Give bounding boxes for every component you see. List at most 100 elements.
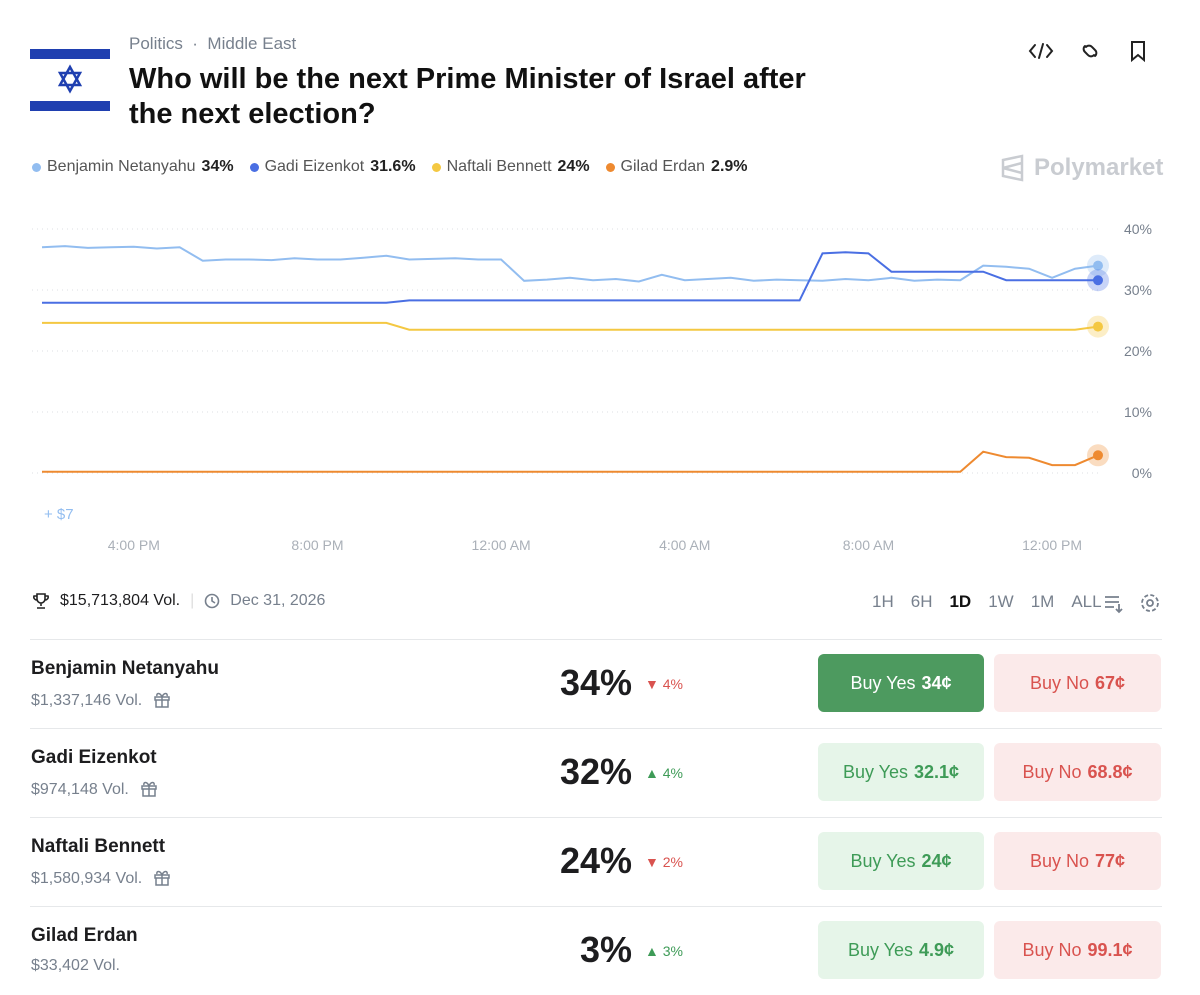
y-tick-label: 40%	[1124, 221, 1152, 237]
annotation: + $7	[44, 506, 74, 523]
legend-value: 24%	[557, 158, 590, 175]
yes-price: 24¢	[921, 850, 952, 871]
gift-icon[interactable]	[139, 779, 159, 797]
timeframe-button[interactable]: 1W	[988, 592, 1014, 611]
buy-no-label: Buy No	[1029, 672, 1089, 693]
change-arrow: ▲	[645, 765, 663, 781]
no-price: 68.8¢	[1087, 761, 1133, 782]
flag	[30, 47, 110, 113]
bookmark-icon[interactable]	[1131, 41, 1145, 63]
change-value: 4%	[662, 676, 683, 692]
no-price: 77¢	[1094, 850, 1126, 871]
change-arrow: ▲	[645, 943, 663, 959]
legend-label: Gadi Eizenkot	[264, 158, 365, 175]
chart-controls	[1105, 594, 1159, 614]
outcome-row[interactable]: Gilad Erdan $33,402 Vol. 3% ▲ 3% Buy Yes 4.9¢…	[30, 906, 1162, 995]
y-tick-label: 10%	[1124, 404, 1152, 420]
change-arrow: ▼	[645, 854, 663, 870]
buy-no-button[interactable]: Buy No 67¢	[994, 654, 1161, 712]
legend-dot	[605, 162, 615, 172]
timeframe-button[interactable]: 1D	[949, 592, 972, 611]
settings-icon[interactable]	[1146, 599, 1154, 607]
y-tick-label: 20%	[1124, 343, 1152, 359]
subcategory[interactable]: Middle East	[207, 34, 297, 53]
buy-no-button[interactable]: Buy No 68.8¢	[994, 743, 1161, 801]
legend-dot	[32, 162, 41, 172]
yes-price: 32.1¢	[914, 761, 960, 782]
series-line	[42, 321, 1099, 331]
embed-icon[interactable]	[1028, 43, 1054, 59]
outcome-volume: $1,580,934 Vol.	[31, 868, 172, 888]
buy-yes-button[interactable]: Buy Yes 32.1¢	[818, 743, 984, 801]
buy-no-button[interactable]: Buy No 77¢	[994, 832, 1161, 890]
buy-yes-button[interactable]: Buy Yes 24¢	[818, 832, 984, 890]
legend-item[interactable]: Naftali Bennett 24%	[431, 158, 590, 176]
stats: $15,713,804 Vol. | Dec 31, 2026	[32, 592, 325, 610]
outcome-name: Gilad Erdan	[31, 925, 138, 946]
change-value: 4%	[662, 765, 683, 781]
page: {"header":{"category":"Politics","subcat…	[30, 34, 1164, 979]
legend-item[interactable]: Benjamin Netanyahu 34%	[32, 158, 234, 176]
buy-yes-button[interactable]: Buy Yes 34¢	[818, 654, 984, 712]
gift-icon[interactable]	[152, 690, 172, 708]
chart: 0% 10% 20% 30% 40% 4:00 PM 8:00 PM 12:00 AM 4:00…	[32, 221, 1152, 553]
end-dot	[1093, 450, 1103, 461]
outcome-row[interactable]: Benjamin Netanyahu $1,337,146 Vol. 34% ▼ 4%…	[30, 639, 1162, 728]
trophy-icon	[33, 593, 49, 609]
x-tick-label: 4:00 PM	[108, 537, 160, 553]
buy-yes-label: Buy Yes	[842, 761, 908, 782]
outcome-chance: 24%	[560, 840, 633, 881]
x-tick-label: 4:00 AM	[659, 537, 710, 553]
end-dot	[1093, 275, 1103, 286]
divider: |	[190, 592, 195, 609]
total-volume: $15,713,804 Vol.	[60, 592, 181, 609]
outcome-row[interactable]: Gadi Eizenkot $974,148 Vol. 32% ▲ 4% Buy Yes…	[30, 728, 1162, 817]
buy-yes-button[interactable]: Buy Yes 4.9¢	[818, 921, 984, 979]
legend-value: 34%	[201, 158, 234, 175]
volume-text: $974,148 Vol.	[31, 781, 129, 798]
x-tick-label: 8:00 AM	[843, 537, 894, 553]
change: ▲ 3%	[645, 943, 683, 959]
volume-text: $1,580,934 Vol.	[31, 870, 143, 887]
series-line	[42, 450, 1099, 473]
volume-text: $33,402 Vol.	[31, 957, 120, 974]
sort-icon[interactable]	[1105, 596, 1123, 614]
outcome-chance: 34%	[560, 662, 633, 703]
y-tick-label: 0%	[1132, 465, 1152, 481]
timeframes: 1H 6H 1D 1W 1M ALL	[872, 592, 1102, 612]
timeframe-button[interactable]: ALL	[1071, 592, 1102, 611]
brand-logo	[1001, 154, 1024, 182]
legend-dot	[431, 162, 441, 172]
title: Who will be the next Prime Minister of I…	[129, 63, 806, 130]
yes-price: 4.9¢	[919, 939, 955, 960]
buy-yes-label: Buy Yes	[850, 850, 916, 871]
series-line	[42, 251, 1098, 304]
timeframe-button[interactable]: 1H	[872, 592, 894, 611]
outcome-name: Benjamin Netanyahu	[31, 658, 219, 679]
buy-no-label: Buy No	[1022, 761, 1082, 782]
buy-no-button[interactable]: Buy No 99.1¢	[994, 921, 1161, 979]
link-icon[interactable]	[1082, 44, 1098, 58]
volume-text: $1,337,146 Vol.	[31, 692, 143, 709]
category[interactable]: Politics	[129, 34, 183, 53]
outcome-name: Gadi Eizenkot	[31, 747, 157, 768]
gift-icon[interactable]	[152, 868, 172, 886]
change-value: 2%	[662, 854, 683, 870]
legend-item[interactable]: Gadi Eizenkot 31.6%	[249, 158, 416, 176]
timeframe-button[interactable]: 1M	[1030, 592, 1055, 611]
outcome-row[interactable]: Naftali Bennett $1,580,934 Vol. 24% ▼ 2% Buy…	[30, 817, 1162, 906]
timeframe-button[interactable]: 6H	[910, 592, 933, 611]
series-line	[41, 245, 1099, 283]
legend-item[interactable]: Gilad Erdan 2.9%	[605, 158, 748, 176]
legend-value: 31.6%	[370, 158, 416, 175]
brand: Polymarket	[1000, 154, 1163, 182]
legend-label: Benjamin Netanyahu	[47, 158, 196, 175]
buy-no-label: Buy No	[1029, 850, 1089, 871]
no-price: 99.1¢	[1087, 939, 1133, 960]
toolbar-icons	[1028, 41, 1145, 63]
legend-value: 2.9%	[711, 158, 748, 175]
breadcrumb: Politics · Middle East	[129, 34, 297, 53]
outcome-chance: 3%	[579, 929, 632, 970]
outcome-volume: $1,337,146 Vol.	[31, 690, 172, 710]
end-date: Dec 31, 2026	[230, 592, 326, 609]
